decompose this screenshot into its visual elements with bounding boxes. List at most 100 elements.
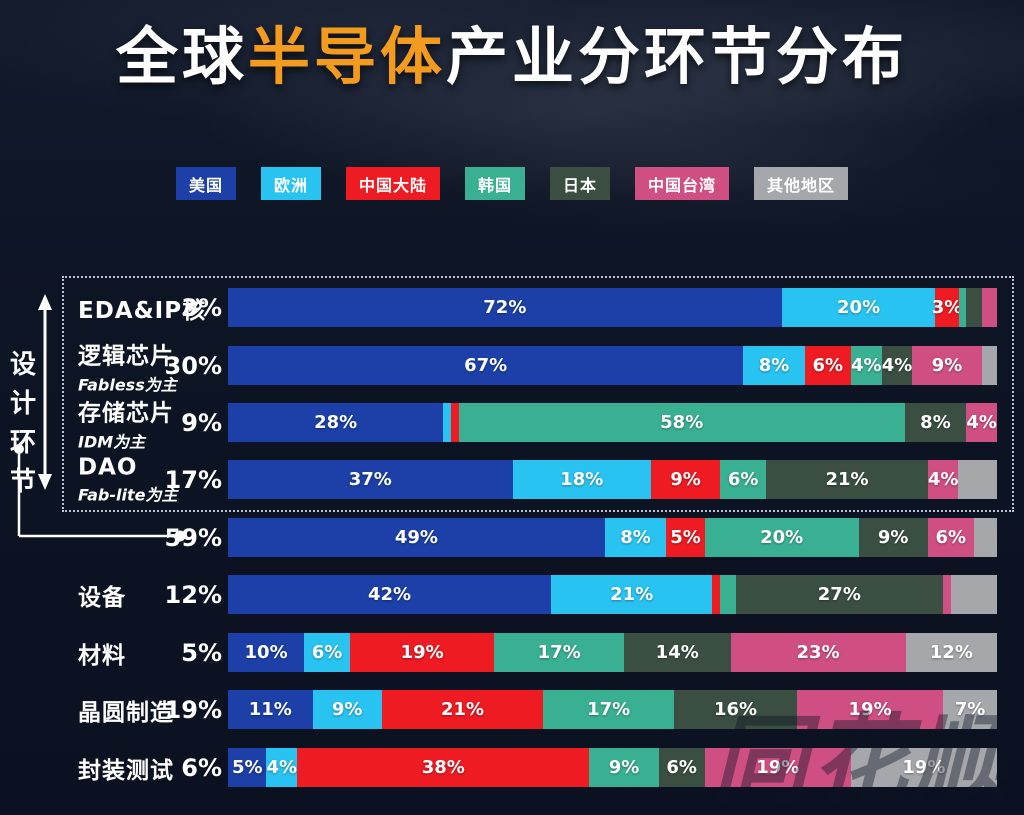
row-name: DAO [78,454,138,480]
row-total-pct: 3% [181,293,222,322]
segment-value-label: 4% [266,757,298,778]
bar-segment: 14% [623,633,731,672]
bar-segment: 6% [658,748,705,787]
segment-value-label: 20% [837,297,881,318]
bar-segment: 72% [228,288,782,327]
segment-value-label: 19% [848,699,892,720]
bar-segment: 19% [349,633,495,672]
segment-value-label: 5% [670,527,701,548]
segment-value-label: 6% [666,757,697,778]
segment-value-label: 17% [587,699,631,720]
segment-value-label: 9% [331,699,363,720]
title-suffix: 产业分环节分布 [446,20,909,93]
bar-segment: 21% [766,460,928,499]
design-phase-char: 设 [9,350,36,380]
legend: 美国 欧洲 中国大陆 韩国 日本 中国台湾 其他地区 [0,167,1024,200]
bar-segment: 49% [228,518,605,557]
design-phase-char: 环 [9,428,36,458]
stacked-bar: 5% 4% 38% 9% 6% 19% 19% [228,748,997,787]
row-total-pct: 9% [181,408,222,437]
bar-segment: 21% [550,575,713,614]
segment-value-label: 16% [713,699,758,720]
bar-segment: 19% [704,748,851,787]
legend-item: 美国 [175,167,236,200]
bar-row: DAO Fab-lite为主 17% 37% 18% 9% 6% 21% 4% [0,454,1024,504]
segment-value-label: 8% [758,355,790,376]
stacked-bar: 10% 6% 19% 17% 14% 23% 12% [228,633,997,672]
bar-segment: 18% [512,460,651,499]
bar-segment: 9% [650,460,721,499]
bar-segment: 4% [850,346,882,385]
bar-segment: 4% [881,346,913,385]
row-name: 设备 [78,584,126,611]
segment-value-label: 49% [394,527,438,548]
bar-segment: 21% [381,690,544,729]
bar-segment: 20% [781,288,936,327]
design-group-box [62,276,1014,512]
bar-segment: 67% [228,346,744,385]
bar-segment: 9% [858,518,928,557]
bar-segment: 8% [743,346,805,385]
row-sublabel: IDM为主 [78,432,146,451]
row-total-pct: 19% [164,695,222,724]
bar-row: 存储芯片 IDM为主 9% 28% 58% 8% 4% [0,400,1024,451]
segment-value-label: 9% [877,527,909,548]
segment-value-label: 6% [727,469,759,490]
bar-row: 设备 12% 42% 21% 27% [0,575,1024,614]
segment-value-label: 21% [440,699,485,720]
legend-item: 中国台湾 [635,167,730,200]
row-name: 材料 [78,642,126,669]
bar-row: 逻辑芯片 Fabless为主 30% 67% 8% 6% 4% 4% 9% [0,343,1024,394]
bar-segment: 9% [312,690,382,729]
legend-item: 欧洲 [260,167,321,200]
segment-value-label: 6% [812,355,844,376]
stacked-bar: 37% 18% 9% 6% 21% 4% [228,460,997,499]
row-sublabel: Fabless为主 [78,375,177,394]
segment-value-label: 9% [608,757,640,778]
bar-segment: 6% [304,633,350,672]
bar-segment: 9% [589,748,659,787]
segment-value-label: 12% [929,642,973,663]
stacked-bar: 11% 9% 21% 17% 16% 19% 7% [228,690,997,729]
bar-segment: 19% [797,690,944,729]
row-total-pct: 6% [181,753,222,782]
bar-segment: 17% [494,633,624,672]
bar-segment: 28% [228,403,444,442]
bar-segment: 20% [704,518,859,557]
row-label: 存储芯片 IDM为主 [78,393,218,452]
stacked-bar: 72% 20% 3% [228,288,997,327]
segment-value-label: 72% [483,297,527,318]
bar-segment: 58% [458,403,905,442]
row-label: 材料 [78,636,218,670]
bar-segment: 17% [543,690,674,729]
bar-segment: 11% [228,690,313,729]
segment-value-label: 6% [935,527,967,548]
row-label: 封装测试 [78,751,218,785]
segment-value-label: 14% [655,642,699,663]
bar-segment [950,575,997,614]
row-label: DAO Fab-lite为主 [78,454,218,505]
row-name: 晶圆制造 [78,699,174,726]
title-highlight: 半导体 [247,20,446,93]
bar-segment: 4% [966,403,997,442]
bar-row: 封装测试 6% 5% 4% 38% 9% 6% 19% 19% [0,748,1024,787]
row-label: 逻辑芯片 Fabless为主 [78,336,218,395]
segment-value-label: 23% [796,642,840,663]
bar-row: 材料 5% 10% 6% 19% 17% 14% 23% 12% [0,633,1024,672]
segment-value-label: 9% [931,355,963,376]
segment-value-label: 4% [966,412,997,433]
stacked-bar: 42% 21% 27% [228,575,997,614]
row-label: 晶圆制造 [78,693,218,727]
bar-segment: 9% [912,346,982,385]
segment-value-label: 8% [620,527,651,548]
row-total-pct: 5% [181,638,222,667]
bar-segment [966,288,982,327]
bar-segment: 6% [927,518,974,557]
bar-segment: 4% [927,460,959,499]
bar-row: 晶圆制造 19% 11% 9% 21% 17% 16% 19% 7% [0,690,1024,729]
row-label: EDA&IP核 [78,291,218,325]
design-total-pct: 59% [164,523,222,552]
segment-value-label: 28% [314,412,358,433]
segment-value-label: 9% [670,469,701,490]
